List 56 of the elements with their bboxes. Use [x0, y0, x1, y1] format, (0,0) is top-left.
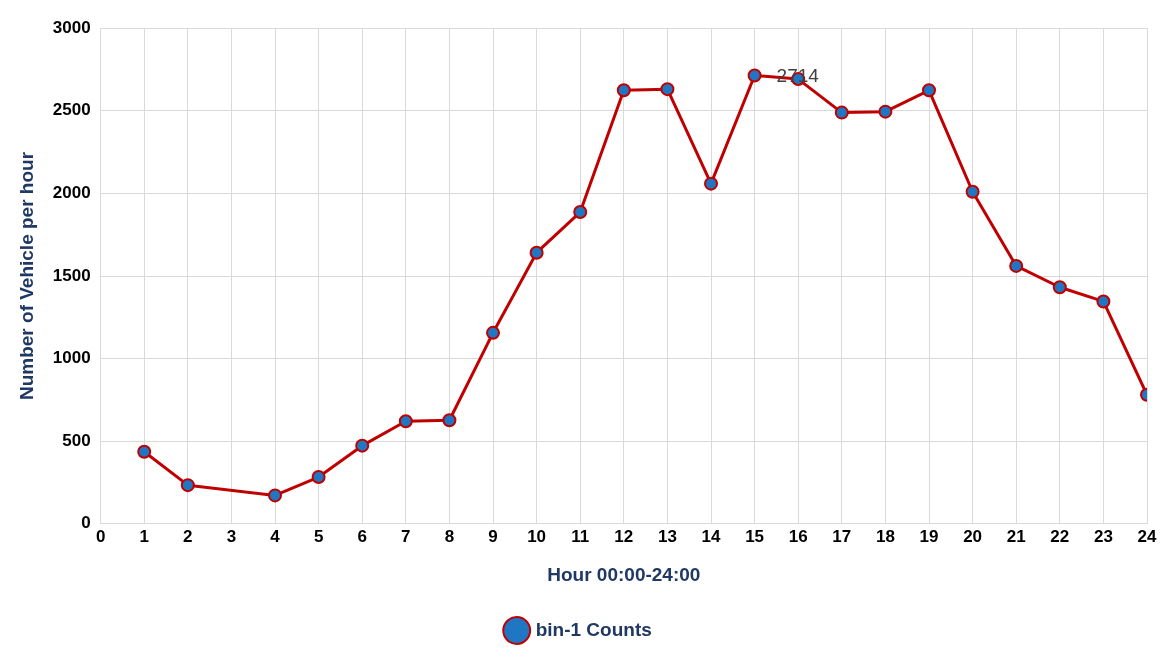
- point: [1009, 258, 1024, 273]
- point: [747, 68, 762, 83]
- x-tick-label: 21: [1006, 526, 1026, 546]
- x-tick-label: 0: [95, 526, 106, 546]
- x-tick-label: 9: [488, 526, 498, 546]
- point: [355, 438, 370, 453]
- x-axis-title: Hour 00:00-24:00: [547, 563, 701, 585]
- x-tick-label: 4: [270, 526, 281, 546]
- point: [878, 104, 893, 119]
- x-tick-label: 11: [571, 526, 590, 546]
- point: [442, 413, 457, 428]
- x-tick-label: 23: [1093, 526, 1113, 546]
- x-tick-label: 13: [657, 526, 677, 546]
- x-tick-label: 10: [527, 526, 547, 546]
- point: [529, 245, 544, 260]
- x-tick-label: 3: [226, 526, 237, 546]
- y-tick-label: 0: [81, 513, 91, 533]
- x-tick-label: 12: [614, 526, 634, 546]
- point: [922, 83, 936, 98]
- legend-label: bin-1 Counts: [535, 618, 652, 640]
- y-axis-title: Number of Vehicle per hour: [15, 151, 37, 401]
- x-tick-label: 18: [875, 526, 895, 546]
- point: [616, 83, 631, 98]
- x-tick-label: 19: [919, 526, 939, 546]
- point: [180, 478, 195, 493]
- y-tick-label: 2000: [52, 183, 91, 203]
- point: [486, 325, 501, 340]
- x-tick-label: 7: [401, 526, 411, 546]
- y-tick-label: 1500: [52, 265, 91, 285]
- point: [965, 184, 980, 199]
- x-tick-label: 5: [313, 526, 324, 546]
- x-tick-label: 14: [701, 526, 721, 546]
- x-tick-label: 6: [357, 526, 367, 546]
- x-tick-label: 24: [1137, 526, 1157, 546]
- point: [1096, 294, 1111, 309]
- y-tick-label: 1000: [52, 348, 91, 368]
- point: [573, 205, 588, 220]
- x-tick-label: 1: [139, 526, 149, 546]
- point: [704, 176, 719, 191]
- point: [834, 105, 849, 120]
- x-tick-label: 2: [183, 526, 193, 546]
- point: [311, 470, 326, 485]
- x-tick-label: 22: [1050, 526, 1070, 546]
- x-tick-label: 15: [745, 526, 765, 546]
- point: [137, 444, 152, 459]
- x-tick-label: 20: [963, 526, 983, 546]
- x-tick-label: 16: [788, 526, 808, 546]
- y-tick-label: 3000: [52, 17, 91, 37]
- point: [398, 414, 413, 429]
- y-tick-label: 2500: [52, 100, 91, 120]
- point: [660, 82, 675, 97]
- x-tick-label: 17: [832, 526, 852, 546]
- y-tick-label: 500: [62, 430, 91, 450]
- point: [268, 488, 283, 503]
- x-tick-label: 8: [444, 526, 455, 546]
- point: [1052, 280, 1067, 295]
